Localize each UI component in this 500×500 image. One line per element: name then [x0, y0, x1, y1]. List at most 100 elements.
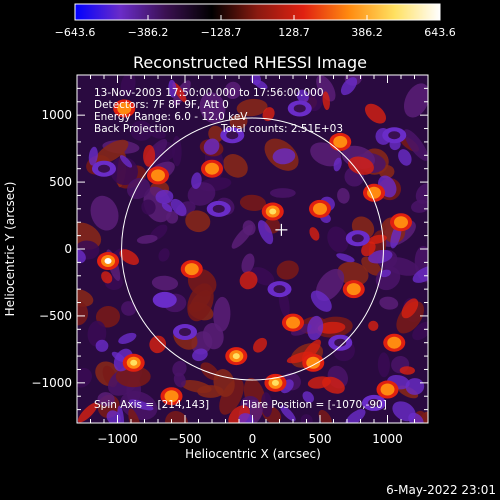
heatmap-texture-cell [262, 107, 275, 122]
heatmap-trough-core [179, 327, 191, 336]
heatmap-texture-cell [180, 380, 212, 394]
heatmap-texture-cell [88, 146, 98, 166]
colorbar-tick-label: −643.6 [55, 26, 96, 39]
heatmap-texture-cell [77, 249, 86, 264]
heatmap-texture-cell [168, 79, 177, 98]
heatmap-peak-core [390, 339, 398, 346]
heatmap-texture-cell [199, 92, 226, 124]
heatmap-texture-cell [290, 323, 312, 336]
heatmap-peak-core [271, 379, 279, 386]
heatmap-texture-cell [340, 77, 358, 96]
colorbar-tick-label: −386.2 [128, 26, 169, 39]
heatmap-texture-cell [302, 391, 314, 403]
heatmap-texture-cell [208, 125, 224, 143]
heatmap-texture-cell [405, 378, 425, 395]
heatmap-texture-cell [149, 335, 167, 354]
heatmap-texture-cell [383, 257, 420, 276]
heatmap-texture-cell [336, 253, 355, 263]
heatmap-texture-cell [337, 261, 369, 286]
spin-axis-cross-marker [275, 223, 288, 236]
heatmap-trough-core [388, 131, 401, 140]
total-counts-text: Total counts: 2.51E+03 [220, 123, 343, 135]
heatmap-blobs [77, 75, 428, 423]
heatmap-texture-cell [202, 322, 224, 350]
colorbar-tick-label: 643.6 [424, 26, 456, 39]
y-tick-label: −500 [39, 309, 72, 323]
heatmap-texture-cell [118, 332, 137, 344]
colorbar-ticks: −643.6 −386.2 −128.7 128.7 386.2 643.6 [55, 15, 456, 39]
heatmap-texture-cell [403, 129, 428, 161]
heatmap-texture-cell [170, 198, 187, 216]
heatmap-trough-core [293, 104, 306, 113]
heatmap-texture-cell [322, 376, 345, 394]
heatmap-texture-cell [119, 155, 133, 168]
heatmap-texture-cell [379, 269, 391, 278]
heatmap-texture-cell [261, 392, 273, 418]
heatmap-peak-core [168, 393, 175, 400]
y-tick-label: 0 [64, 242, 72, 256]
heatmap-texture-cell [307, 315, 324, 341]
heatmap-texture-cell [280, 405, 296, 422]
heatmap-peak-core [370, 189, 378, 196]
heatmap-texture-cell [127, 177, 151, 200]
heatmap-texture-cell [327, 226, 349, 253]
heatmap-texture-cell [401, 298, 419, 319]
heatmap-texture-cell [121, 301, 137, 316]
heatmap-texture-cell [379, 296, 399, 310]
colorbar-tick-label: 386.2 [351, 26, 383, 39]
heatmap-texture-cell [411, 199, 428, 213]
heatmap-texture-cell [412, 265, 428, 283]
heatmap-texture-cell [361, 241, 376, 257]
heatmap-texture-cell [224, 81, 242, 100]
heatmap-texture-cell [239, 194, 267, 211]
heatmap-texture-cell [269, 188, 296, 198]
y-tick-label: −1000 [31, 376, 72, 390]
heatmap-texture-cell [141, 199, 156, 215]
heatmap-trough-core [158, 295, 171, 304]
heatmap-texture-cell [239, 271, 258, 290]
heatmap-texture-cell [130, 120, 153, 141]
heatmap-texture-cell [333, 157, 342, 172]
colorbar [74, 3, 441, 21]
heatmap-texture-cell [223, 154, 248, 178]
chart-title: Reconstructed RHESSI Image [133, 53, 367, 72]
x-tick-label: 1000 [372, 432, 403, 446]
heatmap-texture-cell [316, 75, 336, 102]
y-axis-ticks: −1000 −500 0 500 1000 [31, 87, 428, 411]
heatmap-texture-cell [95, 139, 129, 165]
heatmap-texture-cell [101, 271, 113, 284]
heatmap-trough-core [334, 338, 347, 347]
time-range-text: 13-Nov-2003 17:50:00.000 to 17:56:00.000 [94, 87, 324, 99]
heatmap-texture-cell [257, 220, 274, 245]
heatmap-texture-cell [412, 321, 428, 341]
heatmap-texture-cell [241, 253, 255, 274]
y-tick-label: 500 [49, 175, 72, 189]
heatmap-trough-core [212, 204, 225, 213]
heatmap-texture-cell [97, 392, 115, 407]
heatmap-texture-cell [253, 79, 268, 90]
heatmap-texture-cell [309, 227, 320, 241]
heatmap-texture-cell [322, 91, 330, 111]
heatmap-texture-cell [203, 138, 220, 155]
heatmap-trough-core [98, 164, 110, 173]
heatmap-texture-cell [143, 144, 156, 167]
method-text: Back Projection [94, 123, 175, 135]
heatmap-peak-core [316, 205, 324, 212]
heatmap-texture-cell [115, 365, 151, 388]
heatmap-texture-cell [272, 148, 296, 165]
x-tick-label: 0 [249, 432, 257, 446]
heatmap-trough-core [368, 398, 380, 407]
heatmap-texture-cell [368, 320, 379, 331]
heatmap-texture-cell [128, 399, 154, 411]
heatmap-peak-core [269, 208, 277, 215]
colorbar-tick-label: 128.7 [278, 26, 310, 39]
heatmap-texture-cell [191, 172, 202, 189]
flare-position-text: Flare Position = [-1070,-90] [242, 399, 387, 411]
heatmap-texture-cell [185, 210, 211, 233]
heatmap-texture-cell [219, 378, 244, 415]
heatmap-texture-cell [276, 260, 299, 280]
heatmap-texture-cell [172, 360, 187, 377]
heatmap-texture-cell [361, 256, 382, 276]
heatmap-peak-core [154, 172, 162, 179]
